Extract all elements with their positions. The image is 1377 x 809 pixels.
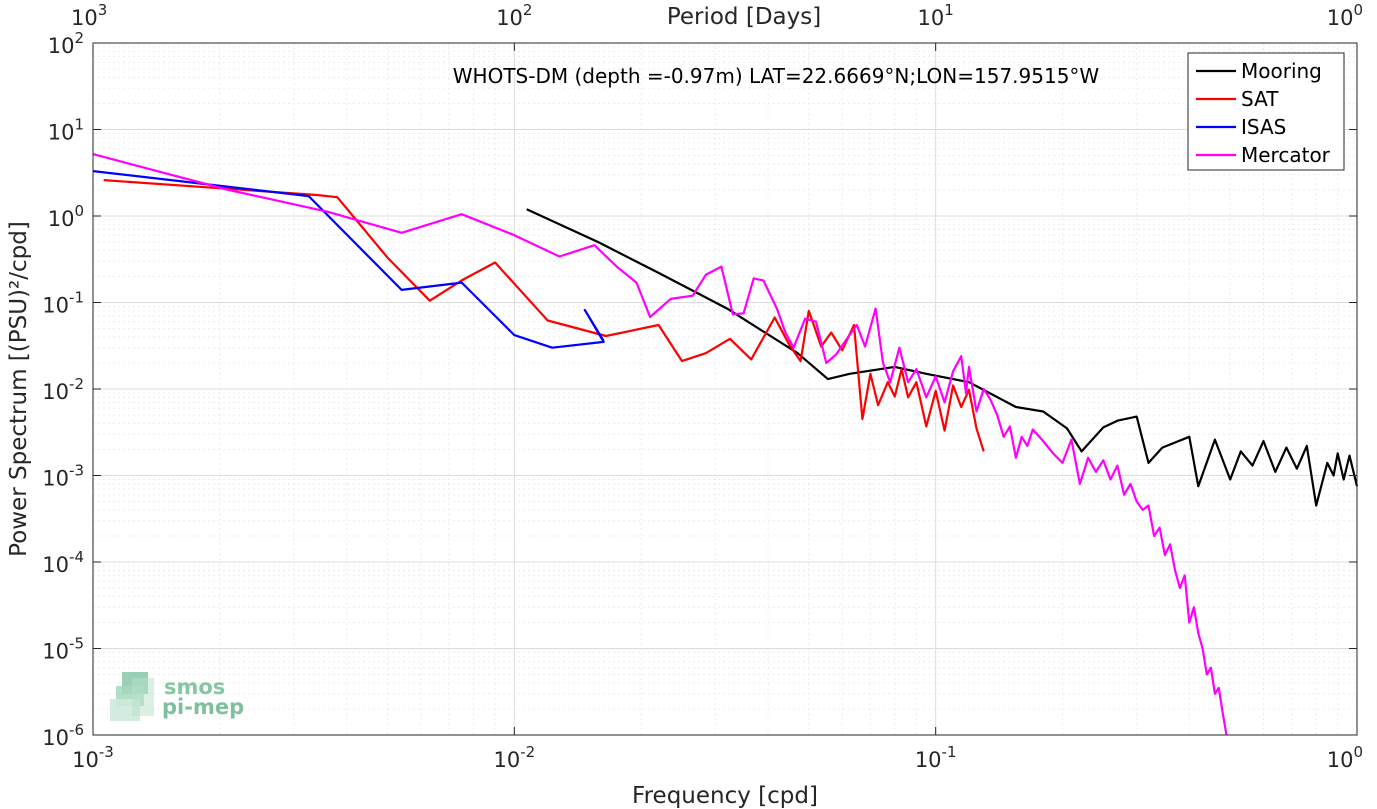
- y-tick-label: 10-3: [42, 462, 84, 491]
- x-tick-labels: 10-3 10-2 10-1 100: [72, 743, 1363, 772]
- y-tick-label: 102: [48, 29, 84, 58]
- legend-label-mercator: Mercator: [1241, 143, 1331, 167]
- smos-pi-mep-logo: smos pi-mep: [110, 672, 244, 721]
- series-line-mercator: [92, 153, 1228, 736]
- y-tick-label: 10-2: [42, 375, 84, 404]
- logo-text-pi-mep: pi-mep: [162, 695, 244, 719]
- logo-text-smos: smos: [164, 675, 225, 699]
- top-tick-labels: 103 102 101 100: [71, 1, 1363, 30]
- grid: [92, 43, 1357, 736]
- y-tick-label: 10-5: [42, 635, 84, 664]
- y-tick-label: 10-1: [42, 289, 84, 318]
- top-tick-label: 100: [1327, 1, 1363, 30]
- legend-label-sat: SAT: [1241, 87, 1279, 111]
- legend: Mooring SAT ISAS Mercator: [1187, 52, 1345, 171]
- major-ticks: [92, 42, 1358, 736]
- chart-title: WHOTS-DM (depth =-0.97m) LAT=22.6669°N;L…: [453, 64, 1100, 88]
- x-axis-label: Frequency [cpd]: [632, 783, 818, 809]
- x-tick-label: 10-2: [493, 743, 535, 772]
- x-tick-label: 100: [1327, 743, 1363, 772]
- y-axis-label: Power Spectrum [(PSU)²/cpd]: [6, 221, 32, 557]
- y-tick-label: 101: [48, 116, 84, 145]
- y-tick-labels: 102 101 100 10-1 10-2 10-3 10-4 10-5 10-6: [42, 29, 84, 750]
- y-tick-label: 10-4: [42, 548, 84, 577]
- y-tick-label: 10-6: [42, 721, 84, 750]
- top-axis-label: Period [Days]: [667, 4, 821, 30]
- series-line-mooring: [526, 208, 1359, 507]
- y-tick-label: 100: [48, 202, 84, 231]
- x-tick-label: 10-1: [915, 743, 957, 772]
- series-line-sat: [103, 179, 985, 452]
- top-tick-label: 103: [71, 1, 107, 30]
- series-lines: [92, 153, 1359, 736]
- legend-box: [1187, 52, 1345, 171]
- series-line-isas: [92, 170, 605, 349]
- top-tick-label: 101: [918, 1, 954, 30]
- legend-label-isas: ISAS: [1241, 115, 1286, 139]
- top-tick-label: 102: [496, 1, 532, 30]
- x-tick-label: 10-3: [72, 743, 114, 772]
- legend-label-mooring: Mooring: [1241, 59, 1322, 83]
